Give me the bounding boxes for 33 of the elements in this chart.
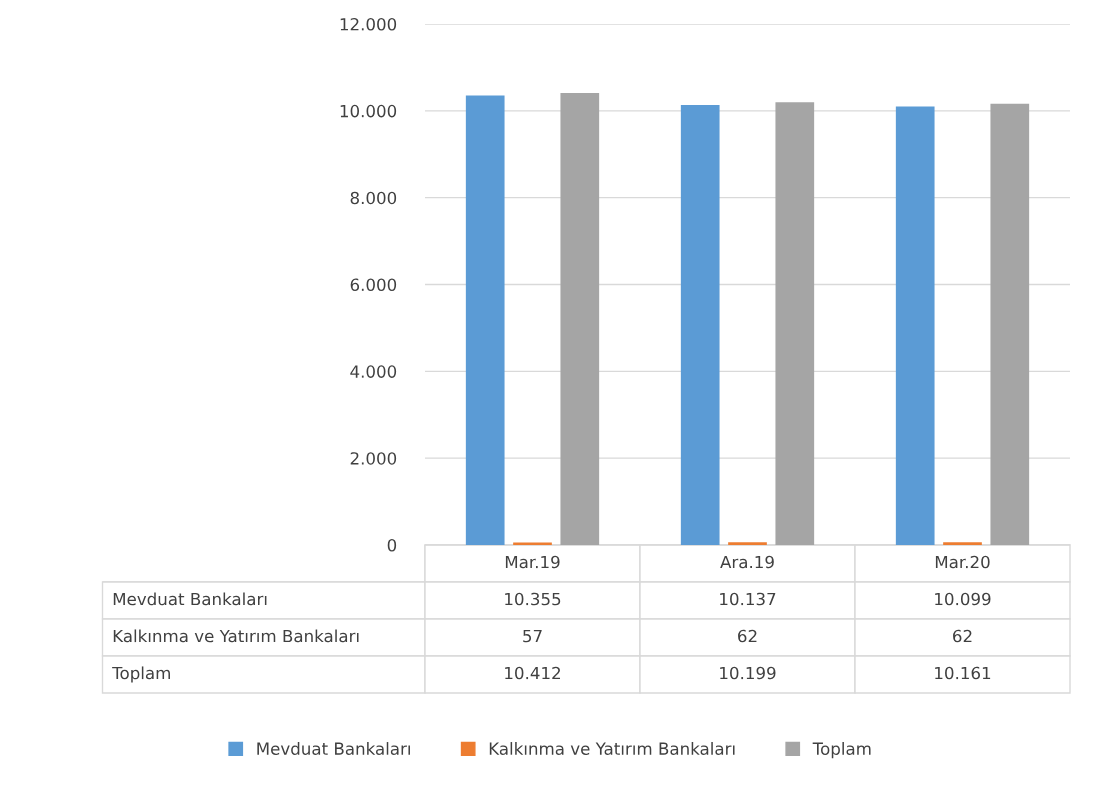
bar: [775, 102, 815, 545]
x-tick-label: Mar.20: [935, 555, 990, 569]
bar: [728, 542, 767, 545]
text: Kalkınma ve Yatırım Bankaları: [113, 629, 359, 643]
text: Mevduat Bankaları: [113, 592, 267, 606]
legend-label: Kalkınma ve Yatırım Bankaları: [489, 742, 735, 755]
data-label: 62: [738, 629, 757, 643]
bar: [990, 103, 1030, 545]
data-label: 10.412: [505, 666, 560, 680]
y-tick-label: 12.000: [340, 17, 397, 31]
y-tick-label: 0: [387, 538, 397, 552]
y-tick-label: 10.000: [340, 104, 397, 118]
x-tick-label: Mar.19: [505, 555, 560, 569]
x-tick-label: Ara.19: [720, 555, 774, 569]
data-label: 10.161: [935, 666, 991, 680]
bar: [895, 106, 935, 545]
y-tick-label: 8.000: [350, 191, 397, 205]
data-label: 57: [523, 629, 542, 643]
y-tick-label: 6.000: [350, 278, 397, 292]
bar: [943, 542, 982, 545]
data-label: 62: [953, 629, 972, 643]
y-tick-label: 4.000: [350, 365, 397, 378]
bar: [680, 104, 720, 545]
text: Toplam: [112, 666, 170, 683]
legend-label: Toplam: [812, 742, 871, 759]
y-tick-label: 2.000: [350, 452, 397, 465]
data-label: 10.137: [720, 592, 776, 606]
data-label: 10.355: [505, 592, 561, 606]
data-label: 10.199: [720, 666, 776, 680]
legend-label: Mevduat Bankaları: [257, 742, 410, 755]
data-label: 10.099: [935, 592, 991, 606]
bar: [465, 95, 505, 545]
bar: [560, 92, 600, 545]
